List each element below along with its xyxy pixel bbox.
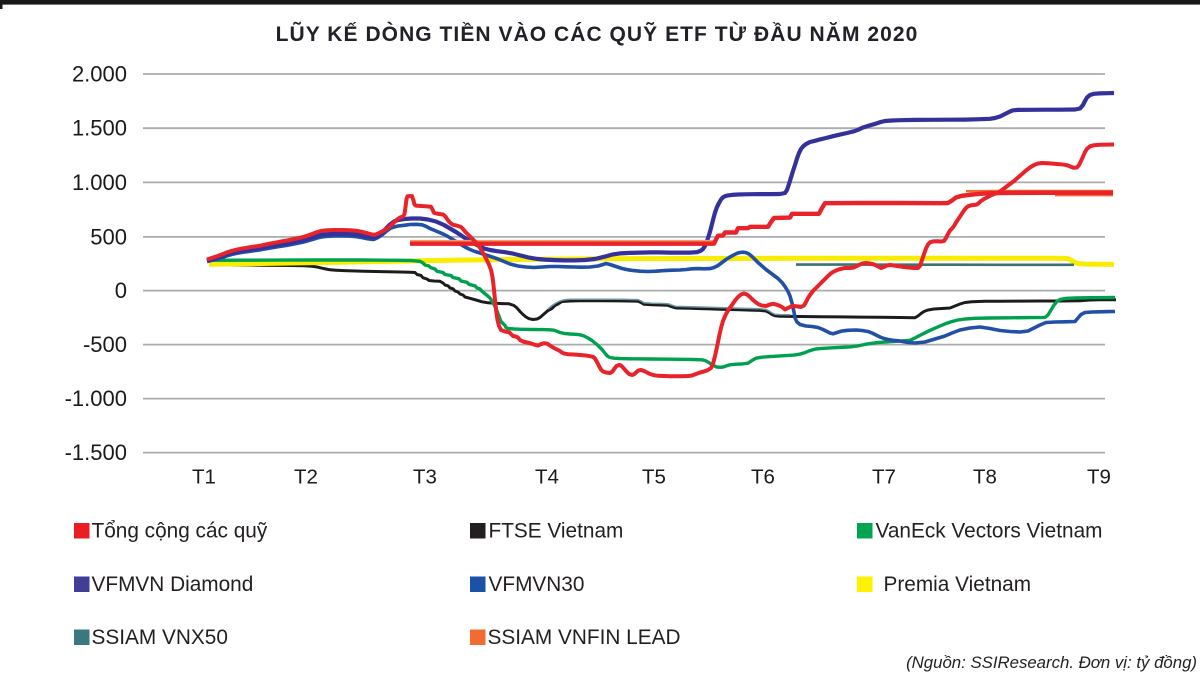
svg-text:1.000: 1.000 xyxy=(72,170,127,195)
svg-text:Premia Vietnam: Premia Vietnam xyxy=(884,573,1032,596)
svg-text:T2: T2 xyxy=(294,466,318,489)
svg-text:1.500: 1.500 xyxy=(72,116,127,141)
svg-text:(Nguồn: SSIResearch. Đơn vị: t: (Nguồn: SSIResearch. Đơn vị: tỷ đồng) xyxy=(906,653,1197,672)
svg-text:Tổng cộng các quỹ: Tổng cộng các quỹ xyxy=(92,520,268,543)
svg-text:T8: T8 xyxy=(973,466,997,489)
svg-text:T3: T3 xyxy=(413,466,437,489)
svg-text:0: 0 xyxy=(115,278,127,303)
svg-text:LŨY KẾ DÒNG TIỀN VÀO CÁC QUỸ E: LŨY KẾ DÒNG TIỀN VÀO CÁC QUỸ ETF TỪ ĐẦU … xyxy=(276,22,919,46)
svg-text:T5: T5 xyxy=(642,466,666,489)
svg-text:VanEck Vectors Vietnam: VanEck Vectors Vietnam xyxy=(876,520,1103,543)
svg-text:2.000: 2.000 xyxy=(72,62,127,87)
svg-text:T7: T7 xyxy=(872,466,896,489)
svg-text:T1: T1 xyxy=(192,466,216,489)
svg-text:-500: -500 xyxy=(83,332,127,357)
svg-text:-1.000: -1.000 xyxy=(65,386,127,411)
svg-text:-1.500: -1.500 xyxy=(65,440,127,465)
svg-text:VFMVN Diamond: VFMVN Diamond xyxy=(92,573,254,596)
svg-text:T4: T4 xyxy=(535,466,559,489)
svg-text:FTSE Vietnam: FTSE Vietnam xyxy=(489,520,624,543)
svg-text:SSIAM VNX50: SSIAM VNX50 xyxy=(92,626,228,649)
svg-text:T9: T9 xyxy=(1087,466,1111,489)
svg-text:500: 500 xyxy=(90,224,127,249)
svg-text:T6: T6 xyxy=(751,466,775,489)
svg-text:VFMVN30: VFMVN30 xyxy=(489,573,585,596)
svg-text:SSIAM VNFIN LEAD: SSIAM VNFIN LEAD xyxy=(488,626,681,649)
